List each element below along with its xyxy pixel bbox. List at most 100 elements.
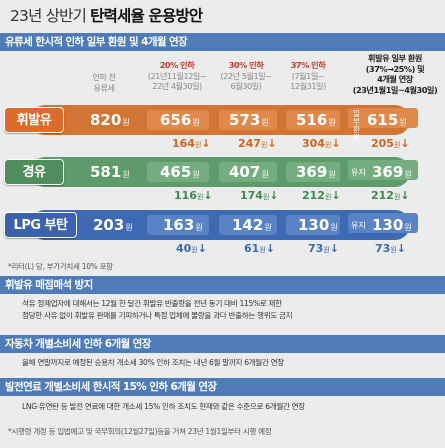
diff-lpg-keep: 73원↓ bbox=[375, 242, 406, 257]
diff-unit: 원 bbox=[262, 193, 270, 201]
pill-diesel-20 bbox=[147, 162, 209, 182]
col-head-restore-line1: 휘발유 일부 환원 bbox=[368, 53, 422, 63]
col-head-before-line2: 유류세 bbox=[93, 82, 115, 93]
price-unit: 원 bbox=[330, 223, 338, 232]
diff-unit: 원 bbox=[196, 193, 204, 201]
price-diesel-20-value: 465 bbox=[160, 163, 192, 181]
col-head-37pct-rate: 37% 인하 bbox=[290, 60, 326, 70]
page-title: 23년 상반기 탄력세율 운용방안 bbox=[10, 5, 203, 27]
price-lpg-37: 130원 bbox=[298, 210, 338, 243]
price-lpg-30-value: 142 bbox=[232, 216, 264, 234]
diff-unit: 원 bbox=[194, 141, 202, 149]
diff-value: 116 bbox=[174, 189, 197, 202]
price-diesel-base: 581원 bbox=[90, 157, 130, 190]
price-lpg-30: 142원 bbox=[232, 210, 272, 243]
down-arrow-icon: ↓ bbox=[400, 137, 410, 150]
hoarding-text-line2: 정당한 사유 없이 휘발유 판매를 기피하거나 특정 업체에 물량을 과다 반출… bbox=[22, 311, 293, 320]
diff-diesel-37: 212원↓ bbox=[302, 189, 341, 204]
col-head-37pct: 37% 인하 (7월1일~ 12월31일) bbox=[282, 60, 334, 92]
diff-unit: 원 bbox=[260, 141, 268, 149]
diff-value: 247 bbox=[238, 137, 261, 150]
pill-diesel-30 bbox=[219, 162, 277, 182]
price-unit: 원 bbox=[192, 170, 200, 179]
col-head-30pct-line1: (22년 5월1일~ bbox=[220, 70, 272, 81]
price-unit: 원 bbox=[122, 170, 130, 179]
col-head-restore-line3: 4개월 연장 bbox=[377, 74, 413, 84]
price-lpg-20-value: 163 bbox=[163, 216, 195, 234]
diff-unit: 원 bbox=[324, 193, 332, 201]
col-head-before: 인하 전 유류세 bbox=[84, 72, 124, 93]
price-gasoline-base: 820원 bbox=[90, 105, 130, 138]
price-diesel-30-value: 407 bbox=[229, 163, 261, 181]
diff-unit: 원 bbox=[390, 246, 397, 254]
price-unit: 원 bbox=[264, 223, 272, 232]
price-gasoline-restore: 615원 bbox=[367, 105, 407, 138]
footnote-per-liter: *리터(L) 당, 부가가치세 10% 포함 bbox=[8, 262, 113, 271]
price-gasoline-restore-value: 615 bbox=[367, 111, 399, 129]
down-arrow-icon: ↓ bbox=[203, 189, 213, 202]
price-gasoline-20-value: 656 bbox=[160, 111, 192, 129]
side-label-lpg: 유지 bbox=[351, 221, 366, 230]
price-diesel-base-value: 581 bbox=[90, 163, 122, 181]
diff-gasoline-37: 304원↓ bbox=[302, 137, 341, 152]
diff-unit: 원 bbox=[393, 141, 401, 149]
footnote-enforcement: *시행령 개정 등 입법예고 및 국무회의(12월27일)등을 거쳐 23년 1… bbox=[8, 427, 272, 436]
price-unit: 원 bbox=[261, 170, 269, 179]
col-head-30pct: 30% 인하 (22년 5월1일~ 6월30일) bbox=[215, 60, 277, 92]
price-diesel-37-value: 369 bbox=[296, 163, 328, 181]
price-lpg-20: 163원 bbox=[163, 210, 203, 243]
col-head-37pct-line2: 12월31일) bbox=[290, 81, 326, 91]
pill-gasoline-20 bbox=[147, 110, 209, 130]
diff-gasoline-30: 247원↓ bbox=[238, 137, 277, 152]
col-head-37pct-line1: (7월1일~ bbox=[291, 70, 325, 81]
diff-lpg-30: 61원↓ bbox=[244, 242, 275, 257]
price-unit: 원 bbox=[122, 118, 130, 127]
price-diesel-keep-value: 369 bbox=[372, 163, 404, 181]
col-head-20pct-rate: 20% 인하 bbox=[159, 60, 195, 70]
diff-unit: 원 bbox=[259, 246, 266, 254]
price-diesel-keep: 369원 bbox=[372, 157, 412, 190]
diff-unit: 원 bbox=[324, 141, 332, 149]
diff-value: 174 bbox=[240, 189, 263, 202]
price-lpg-base: 203원 bbox=[93, 210, 133, 243]
row-label-lpg: LPG 부탄 bbox=[4, 212, 77, 238]
side-label-gasoline: 일부 환원 bbox=[353, 109, 360, 142]
price-gasoline-37: 516원 bbox=[296, 105, 336, 138]
down-arrow-icon: ↓ bbox=[329, 242, 339, 255]
pill-gasoline-30 bbox=[219, 110, 277, 130]
down-arrow-icon: ↓ bbox=[265, 242, 275, 255]
down-arrow-icon: ↓ bbox=[267, 137, 277, 150]
price-unit: 원 bbox=[399, 118, 407, 127]
price-diesel-20: 465원 bbox=[160, 157, 200, 190]
price-lpg-keep: 130원 bbox=[372, 210, 412, 243]
diff-value: 61 bbox=[244, 242, 260, 255]
price-gasoline-base-value: 820 bbox=[90, 111, 122, 129]
section-fuel-tax-header: 유류세 한시적 인하 일부 환원 및 4개월 연장 bbox=[0, 33, 445, 51]
col-head-20pct: 20% 인하 (21년11월12일~ 22년 4월30일) bbox=[141, 60, 213, 92]
col-head-restore-line2: (37%→25%) 및 bbox=[365, 63, 425, 74]
down-arrow-icon: ↓ bbox=[396, 242, 406, 255]
row-label-gasoline: 휘발유 bbox=[4, 107, 64, 133]
diff-diesel-keep: 212원↓ bbox=[371, 189, 410, 204]
col-head-30pct-line2: 6월30일) bbox=[230, 81, 262, 91]
price-unit: 원 bbox=[328, 118, 336, 127]
section-power-fuel-header: 발전연료 개별소비세 한시적 15% 인하 6개월 연장 bbox=[0, 378, 445, 396]
diff-unit: 원 bbox=[393, 193, 401, 201]
price-diesel-30: 407원 bbox=[229, 157, 269, 190]
price-gasoline-30-value: 573 bbox=[229, 111, 261, 129]
diff-value: 73 bbox=[308, 242, 324, 255]
diff-unit: 원 bbox=[191, 246, 198, 254]
diff-lpg-20: 40원↓ bbox=[176, 242, 207, 257]
side-label-diesel: 유지 bbox=[351, 168, 366, 177]
price-unit: 원 bbox=[404, 223, 412, 232]
car-tax-text: 올해 연말까지로 예정된 승용차 개소세 30% 인하 조치는 내년 6월 말까… bbox=[22, 358, 284, 367]
section-car-tax-header: 자동차 개별소비세 인하 6개월 연장 bbox=[0, 335, 445, 353]
title-main: 탄력세율 운용방안 bbox=[90, 7, 203, 25]
down-arrow-icon: ↓ bbox=[197, 242, 207, 255]
col-head-20pct-line2: 22년 4월30일) bbox=[152, 81, 202, 91]
down-arrow-icon: ↓ bbox=[201, 137, 211, 150]
col-head-before-line1: 인하 전 bbox=[92, 72, 116, 82]
down-arrow-icon: ↓ bbox=[269, 189, 279, 202]
pill-gasoline-restore bbox=[348, 108, 418, 128]
diff-gasoline-20: 164원↓ bbox=[172, 137, 211, 152]
